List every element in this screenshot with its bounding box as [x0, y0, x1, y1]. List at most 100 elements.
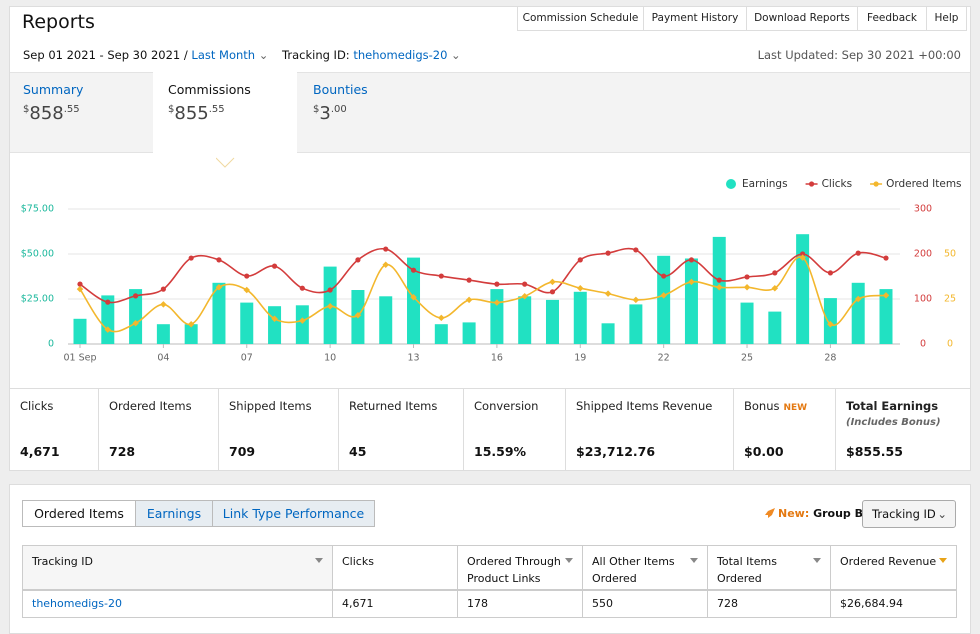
x-tick-label: 25	[741, 353, 753, 364]
bar	[573, 291, 587, 344]
stat-label: Returned Items	[349, 399, 437, 413]
point	[466, 277, 472, 283]
stat-value: 4,671	[20, 444, 60, 459]
table-cell: 4,671	[332, 590, 458, 618]
point	[382, 261, 389, 269]
point	[604, 290, 612, 297]
point	[688, 257, 695, 263]
tab-amount: $858.55	[23, 103, 83, 124]
column-header[interactable]: All Other Items Ordered	[582, 545, 708, 590]
select-value: Tracking ID	[872, 507, 936, 521]
column-header[interactable]: Total Items Ordered	[707, 545, 831, 590]
summary-tab[interactable]: Bounties $3.00	[313, 82, 368, 124]
currency: $	[23, 104, 30, 115]
point	[188, 255, 194, 261]
y-tick-label: 0	[48, 339, 54, 350]
point	[76, 285, 84, 293]
point	[549, 289, 556, 295]
point	[800, 251, 806, 257]
x-tick-label: 28	[824, 353, 836, 364]
chart: 0 $25.00 $50.00 $75.00 0 100 200 300 0 25 50 01 Sep…	[21, 178, 962, 364]
bar	[796, 234, 810, 344]
tab-pointer	[216, 157, 235, 168]
date-row: Sep 01 2021 - Sep 30 2021 / Last Month ⌄…	[23, 48, 461, 62]
point	[855, 250, 861, 256]
point	[271, 263, 278, 269]
bar	[629, 304, 643, 344]
bar	[684, 258, 698, 344]
point	[661, 273, 667, 279]
point	[827, 270, 834, 276]
rocket-icon	[765, 508, 775, 518]
bar	[545, 299, 559, 344]
point	[716, 277, 722, 283]
column-header[interactable]: Clicks	[332, 545, 458, 590]
point	[355, 257, 361, 263]
x-tick-label: 13	[407, 353, 419, 364]
period-select[interactable]: Last Month	[191, 48, 256, 62]
stat-label: Shipped Items Revenue	[576, 399, 712, 413]
stat-label-text: Conversion	[474, 399, 539, 413]
header-button[interactable]: Payment History	[643, 6, 747, 31]
tracking-select[interactable]: thehomedigs-20	[353, 48, 448, 62]
y2-tick-label: 100	[914, 294, 932, 305]
point	[772, 270, 778, 276]
group-by-select[interactable]: Tracking ID ⌄	[862, 500, 956, 528]
point	[327, 287, 333, 293]
bar	[740, 302, 754, 344]
x-tick-label: 04	[157, 353, 169, 364]
group-by: New: Group By:	[778, 507, 875, 520]
header-button[interactable]: Feedback	[857, 6, 927, 31]
sort-arrow	[315, 558, 323, 563]
bar	[768, 311, 782, 344]
report-tab[interactable]: Earnings	[135, 500, 213, 527]
point	[160, 286, 166, 292]
legend-swatch	[808, 181, 815, 187]
whole: 855	[174, 103, 209, 124]
stat-value: 45	[349, 444, 367, 459]
stat-label-text: Shipped Items	[229, 399, 312, 413]
header-button[interactable]: Commission Schedule	[517, 6, 644, 31]
table-cell: $26,684.94	[830, 590, 957, 618]
point	[715, 284, 723, 291]
tracking-label: Tracking ID:	[282, 48, 350, 62]
point	[605, 250, 611, 256]
active-tab-card	[153, 72, 297, 158]
point	[854, 295, 862, 303]
date-range: Sep 01 2021 - Sep 30 2021 /	[23, 48, 188, 62]
stat-label-text: Bonus	[744, 399, 780, 413]
column-header[interactable]: Tracking ID	[22, 545, 333, 590]
point	[132, 293, 139, 299]
report-tab[interactable]: Ordered Items	[22, 500, 136, 527]
summary-tab[interactable]: Summary $858.55	[23, 82, 83, 124]
y-tick-label: $75.00	[21, 204, 54, 215]
point	[633, 247, 639, 253]
point	[577, 284, 584, 292]
column-header[interactable]: Ordered Revenue	[830, 545, 957, 590]
header-button[interactable]: Help	[926, 6, 967, 31]
y2-tick-label: 200	[914, 249, 932, 260]
x-tick-label: 07	[241, 353, 253, 364]
x-tick-label: 01 Sep	[63, 353, 96, 364]
point	[383, 246, 389, 252]
stat-label-text: Clicks	[20, 399, 54, 413]
column-title: All Other Items Ordered	[592, 555, 675, 585]
y3-tick-label: 50	[944, 249, 956, 260]
header-button[interactable]: Download Reports	[746, 6, 858, 31]
report-tab[interactable]: Link Type Performance	[212, 500, 375, 527]
point	[215, 284, 223, 291]
point	[244, 273, 250, 279]
x-tick-label: 19	[574, 353, 586, 364]
tab-label: Summary	[23, 82, 84, 97]
point	[410, 267, 417, 273]
stat: Total Earnings (Includes Bonus) $855.55	[835, 388, 971, 470]
column-title: Total Items Ordered	[717, 555, 777, 585]
table-cell: 728	[707, 590, 831, 618]
y2-tick-label: 0	[920, 339, 926, 350]
stat-label: Ordered Items	[109, 399, 192, 413]
bar	[212, 282, 226, 344]
summary-tab[interactable]: Commissions $855.55	[168, 82, 251, 124]
bar	[379, 296, 393, 344]
column-header[interactable]: Ordered Through Product Links	[457, 545, 583, 590]
table-cell[interactable]: thehomedigs-20	[22, 590, 333, 618]
